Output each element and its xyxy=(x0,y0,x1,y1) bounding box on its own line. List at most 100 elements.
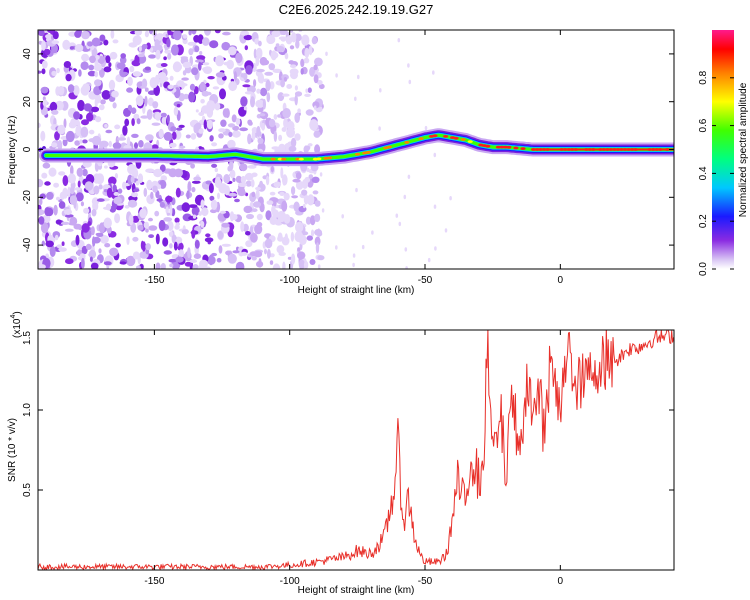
heatmap-noise-blob xyxy=(201,105,210,114)
heatmap-noise-blob xyxy=(68,122,77,129)
heatmap-noise-blob xyxy=(307,194,315,206)
heatmap-noise-blob xyxy=(91,37,101,47)
heatmap-noise-blob xyxy=(228,46,237,56)
heatmap-noise-blob xyxy=(341,214,345,219)
heatmap-noise-blob xyxy=(240,96,248,107)
heatmap-noise-blob xyxy=(166,114,170,124)
heatmap-noise-blob xyxy=(195,122,202,130)
heatmap-noise-blob xyxy=(197,127,204,134)
heatmap-noise-blob xyxy=(159,164,166,172)
heatmap-noise-blob xyxy=(169,205,173,217)
heatmap-noise-blob xyxy=(57,85,65,96)
heatmap-noise-blob xyxy=(217,192,220,200)
heatmap-noise-blob xyxy=(233,71,237,81)
heatmap-noise-blob xyxy=(203,266,211,269)
heatmap-noise-blob xyxy=(398,221,402,227)
heatmap-noise-blob xyxy=(192,264,199,269)
heatmap-noise-blob xyxy=(281,200,288,212)
heatmap-noise-blob xyxy=(206,255,216,265)
heatmap-noise-blob xyxy=(58,247,67,252)
chart-title: C2E6.2025.242.19.19.G27 xyxy=(279,2,434,17)
heatmap-noise-blob xyxy=(214,102,221,111)
heatmap-noise-blob xyxy=(256,261,264,268)
heatmap-noise-blob xyxy=(188,91,196,103)
heatmap-noise-blob xyxy=(53,204,58,216)
heatmap-noise-blob xyxy=(276,46,285,53)
heatmap-noise-blob xyxy=(254,38,260,45)
heatmap-noise-blob xyxy=(155,49,161,60)
heatmap-noise-blob xyxy=(88,64,95,71)
heatmap-noise-blob xyxy=(193,253,202,259)
heatmap-noise-blob xyxy=(144,87,149,92)
heatmap-noise-blob xyxy=(191,30,197,35)
heatmap-noise-blob xyxy=(283,77,287,82)
heatmap-noise-blob xyxy=(173,241,178,251)
heatmap-noise-blob xyxy=(244,45,248,51)
heatmap-noise-blob xyxy=(315,242,320,254)
colorbar-ticks: 0.0 0.2 0.4 0.6 0.8 xyxy=(698,70,734,276)
heatmap-noise-blob xyxy=(79,139,83,144)
heatmap-ridge-hotspot xyxy=(404,141,410,144)
heatmap-noise-blob xyxy=(189,259,198,264)
heatmap-noise-blob xyxy=(272,263,281,269)
heatmap-noise-blob xyxy=(301,231,309,236)
heatmap-noise-blob xyxy=(187,181,192,193)
heatmap-noise-blob xyxy=(177,242,184,251)
heatmap-noise-blob xyxy=(255,56,260,67)
heatmap-noise-blob xyxy=(209,195,215,201)
heatmap-noise-blob xyxy=(247,119,253,125)
heatmap-noise-blob xyxy=(137,224,144,231)
heatmap-noise-blob xyxy=(152,101,159,109)
heatmap-noise-blob xyxy=(38,70,42,74)
snr-ytick-label: 0.5 xyxy=(22,483,33,497)
heatmap-noise-blob xyxy=(279,30,288,36)
heatmap-noise-blob xyxy=(282,93,290,97)
heatmap-ridge-hotspot xyxy=(355,152,361,156)
colorbar: 0.0 0.2 0.4 0.6 0.8 Normalized spectral ampl… xyxy=(698,30,749,276)
heatmap-ridge-hotspot xyxy=(326,156,333,160)
heatmap-noise-blob xyxy=(201,207,209,217)
heatmap-noise-blob xyxy=(225,250,232,256)
heatmap-noise-blob xyxy=(182,61,192,69)
heatmap-noise-blob xyxy=(240,251,248,256)
heatmap-noise-blob xyxy=(272,68,282,73)
heatmap-noise-blob xyxy=(209,135,214,142)
heatmap-noise-blob xyxy=(38,264,46,269)
heatmap-noise-blob xyxy=(76,30,82,37)
heatmap-noise-blob xyxy=(187,247,191,259)
heatmap-noise-blob xyxy=(230,82,234,87)
heatmap-noise-blob xyxy=(98,248,102,254)
heatmap-noise-blob xyxy=(255,189,260,200)
heatmap-noise-blob xyxy=(58,201,66,209)
heatmap-noise-blob xyxy=(397,38,401,43)
heatmap-noise-blob xyxy=(305,88,309,93)
heatmap-noise-blob xyxy=(75,125,83,137)
heatmap-noise-blob xyxy=(271,30,281,38)
heatmap-noise-blob xyxy=(219,88,226,100)
heatmap-noise-blob xyxy=(171,131,177,140)
heatmap-noise-blob xyxy=(145,134,154,141)
heatmap-noise-blob xyxy=(251,208,258,213)
heatmap-noise-blob xyxy=(44,48,51,56)
heatmap-noise-blob xyxy=(314,200,321,207)
heatmap-noise-blob xyxy=(124,118,130,127)
heatmap-noise-blob xyxy=(269,260,274,265)
heatmap-noise-blob xyxy=(81,30,90,40)
heatmap-noise-blob xyxy=(218,245,223,254)
heatmap-noise-blob xyxy=(210,199,218,210)
heatmap-noise-blob xyxy=(308,174,314,180)
heatmap-noise-blob xyxy=(277,114,282,118)
heatmap-noise-blob xyxy=(155,233,160,245)
heatmap-noise-blob xyxy=(103,261,112,266)
heatmap-noise-blob xyxy=(395,213,399,218)
heatmap-noise-blob xyxy=(134,30,143,36)
heatmap-noise-blob xyxy=(49,101,58,112)
heatmap-noise-blob xyxy=(146,42,151,50)
heatmap-ytick-label: -20 xyxy=(22,190,33,205)
heatmap-noise-blob xyxy=(122,181,127,190)
heatmap-noise-blob xyxy=(217,231,224,240)
heatmap-noise-blob xyxy=(148,217,153,222)
heatmap-noise-blob xyxy=(154,74,160,86)
heatmap-noise-blob xyxy=(255,99,265,108)
heatmap-noise-blob xyxy=(317,264,321,269)
